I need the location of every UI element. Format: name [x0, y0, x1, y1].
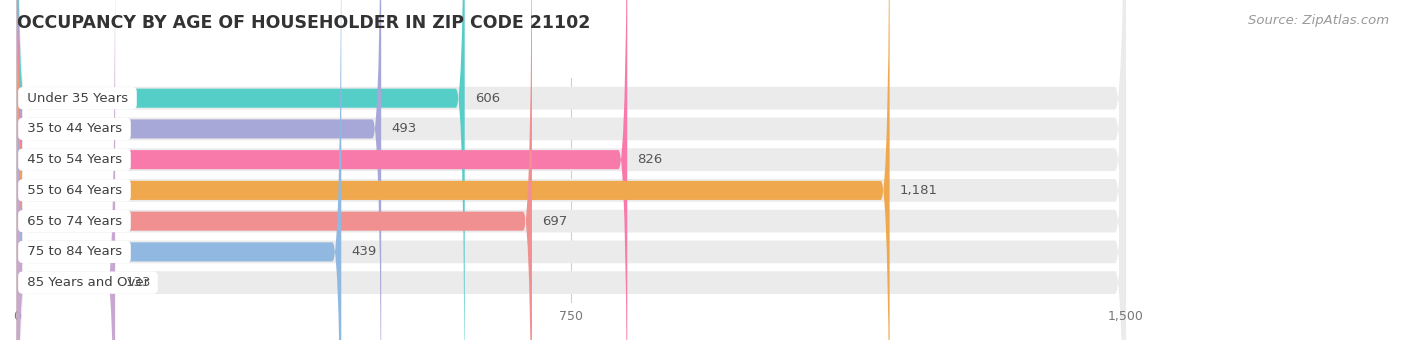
Text: 75 to 84 Years: 75 to 84 Years — [22, 245, 127, 258]
FancyBboxPatch shape — [17, 0, 342, 340]
Text: 697: 697 — [543, 215, 568, 228]
FancyBboxPatch shape — [17, 0, 465, 340]
FancyBboxPatch shape — [17, 0, 1125, 340]
FancyBboxPatch shape — [17, 0, 531, 340]
Text: Source: ZipAtlas.com: Source: ZipAtlas.com — [1249, 14, 1389, 27]
Text: Under 35 Years: Under 35 Years — [22, 92, 132, 105]
Text: 606: 606 — [475, 92, 501, 105]
FancyBboxPatch shape — [17, 0, 890, 340]
FancyBboxPatch shape — [17, 0, 1125, 340]
Text: 35 to 44 Years: 35 to 44 Years — [22, 122, 127, 135]
FancyBboxPatch shape — [17, 0, 381, 340]
Text: 65 to 74 Years: 65 to 74 Years — [22, 215, 127, 228]
FancyBboxPatch shape — [17, 0, 1125, 340]
Text: 493: 493 — [391, 122, 416, 135]
Text: 45 to 54 Years: 45 to 54 Years — [22, 153, 127, 166]
FancyBboxPatch shape — [17, 0, 1125, 340]
FancyBboxPatch shape — [17, 0, 115, 340]
FancyBboxPatch shape — [17, 0, 1125, 340]
Text: OCCUPANCY BY AGE OF HOUSEHOLDER IN ZIP CODE 21102: OCCUPANCY BY AGE OF HOUSEHOLDER IN ZIP C… — [17, 14, 591, 32]
Text: 1,181: 1,181 — [900, 184, 938, 197]
Text: 826: 826 — [638, 153, 662, 166]
Text: 85 Years and Over: 85 Years and Over — [22, 276, 153, 289]
FancyBboxPatch shape — [17, 0, 627, 340]
FancyBboxPatch shape — [17, 0, 1125, 340]
Text: 55 to 64 Years: 55 to 64 Years — [22, 184, 127, 197]
Text: 439: 439 — [352, 245, 377, 258]
FancyBboxPatch shape — [17, 0, 1125, 340]
Text: 133: 133 — [125, 276, 150, 289]
